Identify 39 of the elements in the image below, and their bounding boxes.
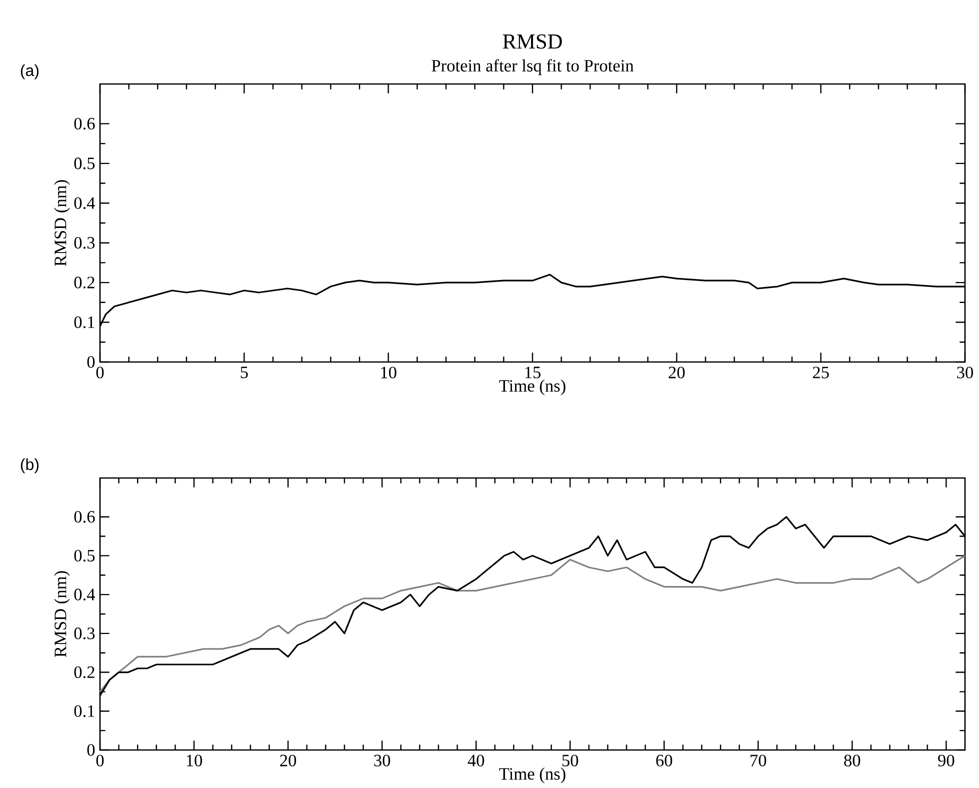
x-tick-label: 10 xyxy=(186,754,202,767)
y-tick-label: 0 xyxy=(87,356,95,368)
x-tick-label: 90 xyxy=(938,754,954,767)
x-tick-label: 0 xyxy=(96,366,104,379)
y-tick-label: 0.6 xyxy=(74,118,95,130)
y-tick-label: 0.5 xyxy=(74,550,95,562)
y-tick-label: 0.1 xyxy=(74,316,94,328)
x-tick-label: 30 xyxy=(957,366,974,379)
chart-subtitle: Protein after lsq fit to Protein xyxy=(432,59,634,76)
x-tick-label: 60 xyxy=(656,754,672,767)
y-tick-label: 0.4 xyxy=(74,588,96,601)
x-tick-label: 15 xyxy=(525,366,540,378)
y-tick-label: 0.4 xyxy=(74,197,96,210)
x-axis-title: Time (ns) xyxy=(499,380,566,396)
y-tick-label: 0 xyxy=(87,744,95,756)
y-axis-title: RMSD (nm) xyxy=(54,180,70,266)
x-tick-label: 50 xyxy=(562,754,578,767)
y-tick-label: 0.6 xyxy=(74,511,95,523)
text: (a) xyxy=(20,64,38,80)
x-tick-label: 20 xyxy=(668,366,685,379)
text: (b) xyxy=(20,458,38,474)
x-tick-label: 20 xyxy=(280,754,296,767)
y-tick-label: 0.3 xyxy=(74,628,95,640)
x-tick-label: 80 xyxy=(844,754,860,767)
y-tick-label: 0.5 xyxy=(74,158,95,170)
x-tick-label: 0 xyxy=(96,754,104,767)
y-tick-label: 0.2 xyxy=(74,276,94,289)
chart-title: RMSD xyxy=(502,34,562,49)
x-tick-label: 30 xyxy=(374,754,390,767)
y-tick-label: 0.2 xyxy=(74,666,94,678)
x-tick-label: 25 xyxy=(812,366,829,378)
y-tick-label: 0.1 xyxy=(74,705,94,718)
x-tick-label: 40 xyxy=(468,754,484,767)
x-tick-label: 5 xyxy=(240,366,248,378)
x-axis-title: Time (ns) xyxy=(499,768,566,784)
x-tick-label: 10 xyxy=(381,366,396,379)
y-axis-title: RMSD (nm) xyxy=(54,571,70,658)
y-tick-label: 0.3 xyxy=(74,237,95,249)
x-tick-label: 70 xyxy=(750,754,766,767)
